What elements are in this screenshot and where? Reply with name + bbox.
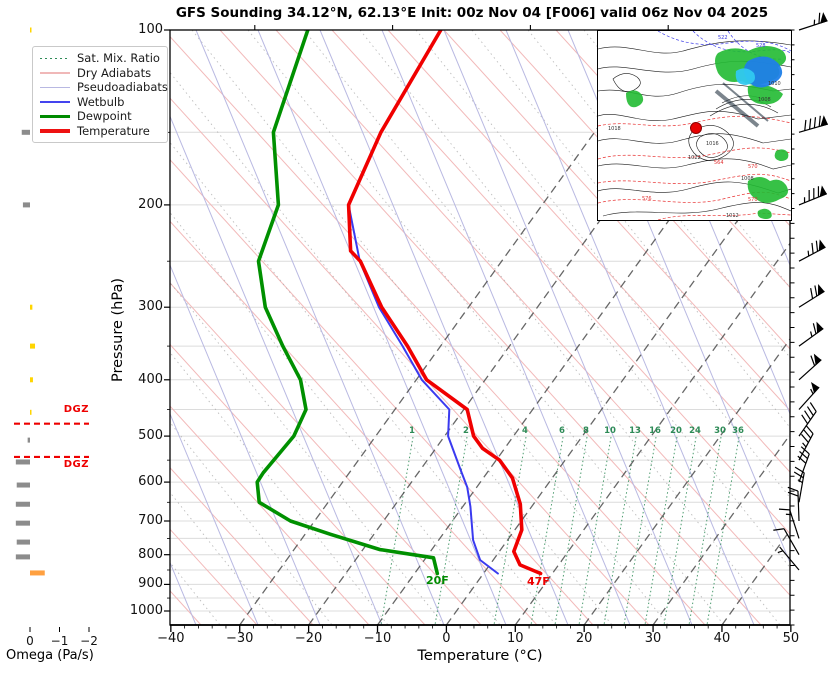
legend-item: Temperature: [33, 124, 167, 139]
legend-item: Dry Adiabats: [33, 66, 167, 81]
mixing-ratio-value-label: 6: [559, 426, 565, 436]
map-contour-label: 528: [756, 43, 766, 49]
legend-item-label: Temperature: [77, 123, 150, 138]
temperature-tick: −10: [363, 631, 392, 646]
skewt-background: [170, 30, 790, 625]
legend-line-sample: [40, 114, 70, 118]
map-contour-label: 1008: [741, 176, 754, 182]
pressure-axis-label: Pressure (hPa): [110, 277, 126, 383]
legend-item-label: Dry Adiabats: [77, 65, 152, 80]
temperature-tick: 10: [507, 631, 524, 646]
omega-tick: −1: [50, 634, 69, 648]
mixing-ratio-value-label: 2: [463, 426, 469, 436]
legend-item: Sat. Mix. Ratio: [33, 51, 167, 66]
mixing-ratio-value-label: 1: [409, 426, 415, 436]
pressure-tick: 800: [138, 546, 163, 562]
temperature-curve: [346, 30, 543, 576]
map-contour-label: 576: [642, 196, 652, 202]
surface-temp-label: 47F: [527, 575, 550, 588]
sounding-curves: [255, 30, 543, 576]
legend-line-sample: [40, 129, 70, 133]
map-contour-label: 1012: [726, 213, 739, 219]
pressure-tick: 400: [138, 371, 163, 387]
legend-line-sample: [40, 100, 70, 103]
wind-barbs: [773, 12, 829, 571]
pressure-tick: 100: [138, 22, 163, 37]
dgz-lines: [14, 422, 89, 459]
map-inset: 522 528 1010 1008 1018 1016 1022 564 570 1008 576 5…: [597, 30, 792, 221]
temperature-tick: 50: [782, 631, 800, 646]
dgz-label-bottom: DGZ: [63, 459, 89, 470]
map-contour-label: 1010: [768, 81, 781, 87]
legend-item-label: Dewpoint: [77, 109, 132, 124]
omega-axis: [29, 627, 90, 632]
legend-item: Pseudoadiabats: [33, 80, 168, 95]
map-contour-label: 570: [748, 197, 758, 203]
pressure-tick: 300: [138, 299, 163, 315]
mixing-ratio-value-label: 20: [670, 426, 682, 436]
mixing-ratio-value-label: 36: [732, 426, 744, 436]
legend-item-label: Pseudoadiabats: [77, 80, 168, 95]
legend-item-label: Sat. Mix. Ratio: [77, 51, 160, 66]
temperature-tick: 0: [442, 631, 451, 646]
map-inset-canvas: 522 528 1010 1008 1018 1016 1022 564 570 1008 576 5…: [598, 31, 791, 220]
temperature-tick: 30: [644, 631, 662, 646]
dewpoint-curve: [255, 30, 440, 576]
pressure-tick: 900: [138, 576, 163, 592]
temperature-axis-label: Temperature (°C): [417, 648, 543, 664]
map-contour-label: 564: [714, 160, 724, 166]
mixing-ratio-value-label: 8: [583, 426, 589, 436]
mixing-ratio-value-label: 24: [689, 426, 701, 436]
pressure-tick: 1000: [129, 603, 163, 618]
legend-item: Wetbulb: [33, 95, 167, 110]
omega-tick: −2: [80, 634, 98, 648]
map-contour-label: 1022: [688, 155, 701, 161]
wetbulb-curve: [347, 203, 499, 575]
pressure-tick: 200: [138, 196, 163, 212]
temperature-tick: 40: [713, 631, 731, 646]
temperature-tick: −30: [226, 631, 254, 646]
map-contour-labels: 522 528 1010 1008 1018 1016 1022 564 570 1008 576 5…: [608, 35, 781, 219]
mixing-ratio-value-label: 4: [522, 426, 528, 436]
map-sounding-location-dot: [690, 122, 702, 134]
legend-item-label: Wetbulb: [77, 94, 125, 109]
pressure-tick: 700: [138, 513, 163, 528]
map-contour-label: 522: [718, 35, 728, 41]
legend-line-sample: [40, 72, 70, 74]
legend: Sat. Mix. Ratio Dry Adiabats Pseudoadiabat…: [32, 46, 168, 143]
pressure-tick: 600: [138, 474, 163, 490]
chart-title: GFS Sounding 34.12°N, 62.13°E Init: 00z …: [175, 5, 769, 21]
omega-axis-label: Omega (Pa/s): [6, 648, 94, 663]
mixing-ratio-value-label: 30: [714, 426, 726, 436]
temperature-tick: −40: [157, 631, 185, 646]
map-precip-blue: [714, 56, 783, 128]
map-contours: [598, 40, 791, 217]
map-contour-label: 1016: [706, 141, 719, 147]
mixing-ratio-value-label: 16: [649, 426, 661, 436]
mixing-ratio-value-label: 10: [604, 426, 616, 436]
pressure-tick: 500: [138, 428, 163, 444]
map-contour-label: 570: [748, 164, 758, 170]
mixing-ratio-value-label: 13: [629, 426, 641, 436]
legend-line-sample: [40, 86, 70, 88]
omega-bars: [15, 27, 45, 576]
omega-tick: 0: [26, 634, 34, 648]
map-contour-label: 1008: [758, 97, 771, 103]
legend-item: Dewpoint: [33, 109, 167, 124]
temperature-tick: −20: [294, 631, 323, 646]
map-contour-label: 1018: [608, 126, 621, 132]
surface-dewpoint-label: 20F: [426, 574, 449, 587]
temperature-tick: 20: [575, 631, 593, 646]
dgz-label-top: DGZ: [63, 404, 89, 415]
legend-line-sample: [40, 57, 70, 59]
